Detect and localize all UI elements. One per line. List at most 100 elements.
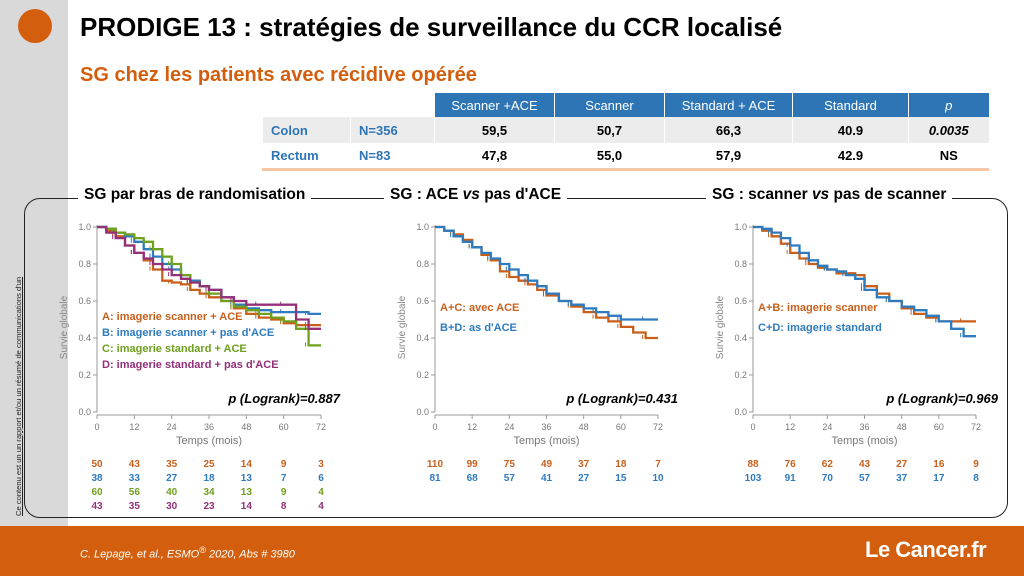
legend-entry: B+D: as d'ACE <box>440 322 517 334</box>
at-risk-count: 27 <box>896 459 908 470</box>
at-risk-count: 9 <box>973 459 979 470</box>
table-header: Scanner +ACE <box>434 93 555 117</box>
p-value-cell: 0.0035 <box>908 117 989 143</box>
at-risk-count: 103 <box>745 473 762 484</box>
y-tick-label: 0.0 <box>78 407 91 417</box>
y-tick-label: 1.0 <box>734 222 747 232</box>
y-tick-label: 1.0 <box>416 222 429 232</box>
at-risk-count: 13 <box>241 487 253 498</box>
logo-dot <box>18 9 52 43</box>
slide-subtitle: SG chez les patients avec récidive opéré… <box>80 64 477 86</box>
at-risk-count: 25 <box>203 459 215 470</box>
x-tick-label: 60 <box>934 422 944 432</box>
at-risk-count: 57 <box>504 473 516 484</box>
km-curve-1 <box>753 225 976 338</box>
at-risk-count: 50 <box>91 459 103 470</box>
legend-entry: C+D: imagerie standard <box>758 322 882 334</box>
at-risk-count: 76 <box>785 459 797 470</box>
panel-title-ace: SG : ACE vs pas d'ACE <box>384 186 568 204</box>
at-risk-count: 34 <box>203 487 215 498</box>
x-tick-label: 72 <box>653 422 663 432</box>
brand-logo: Le Cancer.fr <box>865 537 987 562</box>
at-risk-count: 68 <box>467 473 479 484</box>
at-risk-count: 37 <box>578 459 590 470</box>
at-risk-count: 16 <box>933 459 945 470</box>
at-risk-count: 15 <box>615 473 627 484</box>
at-risk-count: 9 <box>281 459 287 470</box>
legend-entry: A+C: avec ACE <box>440 302 519 314</box>
panel-title-randomisation: SG par bras de randomisation <box>78 186 312 204</box>
left-sidebar <box>0 0 68 576</box>
at-risk-count: 37 <box>896 473 908 484</box>
y-tick-label: 0.8 <box>78 259 91 269</box>
x-tick-label: 0 <box>432 422 437 432</box>
y-tick-label: 0.4 <box>416 333 429 343</box>
x-tick-label: 48 <box>241 422 251 432</box>
x-tick-label: 36 <box>859 422 869 432</box>
at-risk-count: 23 <box>203 501 215 512</box>
y-tick-label: 0.0 <box>416 407 429 417</box>
table-row: Colon N=356 59,5 50,7 66,3 40.9 0.0035 <box>262 117 989 143</box>
at-risk-count: 17 <box>933 473 945 484</box>
table-header: p <box>908 93 989 117</box>
x-tick-label: 24 <box>504 422 514 432</box>
at-risk-count: 38 <box>91 473 103 484</box>
at-risk-count: 10 <box>652 473 664 484</box>
x-tick-label: 60 <box>279 422 289 432</box>
y-tick-label: 1.0 <box>78 222 91 232</box>
legend-entry: C: imagerie standard + ACE <box>102 343 247 355</box>
x-tick-label: 0 <box>94 422 99 432</box>
at-risk-count: 88 <box>747 459 759 470</box>
y-tick-label: 0.2 <box>416 370 429 380</box>
x-tick-label: 48 <box>579 422 589 432</box>
y-tick-label: 0.4 <box>78 333 91 343</box>
y-tick-label: 0.8 <box>734 259 747 269</box>
x-tick-label: 24 <box>167 422 177 432</box>
table-header: Standard + ACE <box>664 93 793 117</box>
x-tick-label: 12 <box>129 422 139 432</box>
table-cell: 40.9 <box>792 117 909 143</box>
table-header-row: Scanner +ACE Scanner Standard + ACE Stan… <box>263 93 989 117</box>
at-risk-count: 33 <box>129 473 141 484</box>
x-axis-label: Temps (mois) <box>176 435 242 447</box>
km-curve-3 <box>97 225 321 330</box>
y-tick-label: 0.6 <box>416 296 429 306</box>
at-risk-count: 4 <box>318 487 324 498</box>
logrank-annotation: p (Logrank)=0.431 <box>565 391 678 406</box>
table-cell: 57,9 <box>664 143 793 171</box>
x-axis-label: Temps (mois) <box>831 435 897 447</box>
at-risk-count: 35 <box>129 501 141 512</box>
results-table: Scanner +ACE Scanner Standard + ACE Stan… <box>262 93 989 171</box>
at-risk-count: 43 <box>129 459 141 470</box>
at-risk-count: 56 <box>129 487 141 498</box>
panel-title-scanner: SG : scanner vs pas de scanner <box>706 186 953 204</box>
legend-entry: A: imagerie scanner + ACE <box>102 311 243 323</box>
x-tick-label: 12 <box>467 422 477 432</box>
at-risk-count: 30 <box>166 501 178 512</box>
table-cell: 55,0 <box>554 143 665 171</box>
vertical-disclaimer: Ce contenu est un un rapport et/ou un ré… <box>14 276 23 516</box>
at-risk-count: 70 <box>822 473 834 484</box>
y-axis-label: Survie globale <box>397 295 408 359</box>
y-tick-label: 0.2 <box>734 370 747 380</box>
y-axis-label: Survie globale <box>715 295 726 359</box>
at-risk-count: 57 <box>859 473 871 484</box>
x-tick-label: 72 <box>316 422 326 432</box>
p-value-cell: NS <box>908 143 989 171</box>
at-risk-count: 7 <box>655 459 661 470</box>
legend-entry: B: imagerie scanner + pas d'ACE <box>102 327 274 339</box>
at-risk-count: 18 <box>203 473 215 484</box>
km-curve-1 <box>435 225 658 321</box>
row-label: Colon <box>262 117 351 143</box>
at-risk-count: 40 <box>166 487 178 498</box>
at-risk-count: 18 <box>615 459 627 470</box>
table-cell: 42.9 <box>792 143 909 171</box>
at-risk-count: 8 <box>281 501 287 512</box>
y-tick-label: 0.0 <box>734 407 747 417</box>
at-risk-count: 43 <box>91 501 103 512</box>
km-chart-scanner: 0.0 0.2 0.4 0.6 0.8 1.0 0 12 24 36 48 60 72 Temps (mo… <box>715 222 999 484</box>
at-risk-count: 3 <box>318 459 324 470</box>
table-cell: 50,7 <box>554 117 665 143</box>
at-risk-count: 8 <box>973 473 979 484</box>
